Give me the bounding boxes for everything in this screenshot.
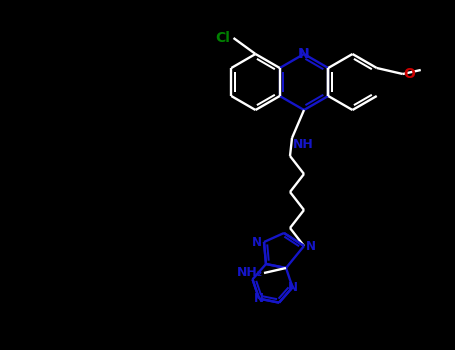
Text: N: N (254, 292, 264, 305)
Text: N: N (288, 281, 298, 294)
Text: NH: NH (293, 138, 314, 151)
Text: N: N (252, 236, 262, 248)
Text: NH₂: NH₂ (237, 266, 263, 280)
Text: Cl: Cl (216, 31, 231, 45)
Text: N: N (298, 47, 310, 61)
Text: N: N (299, 48, 309, 61)
Text: O: O (404, 67, 415, 81)
Text: N: N (306, 239, 316, 252)
